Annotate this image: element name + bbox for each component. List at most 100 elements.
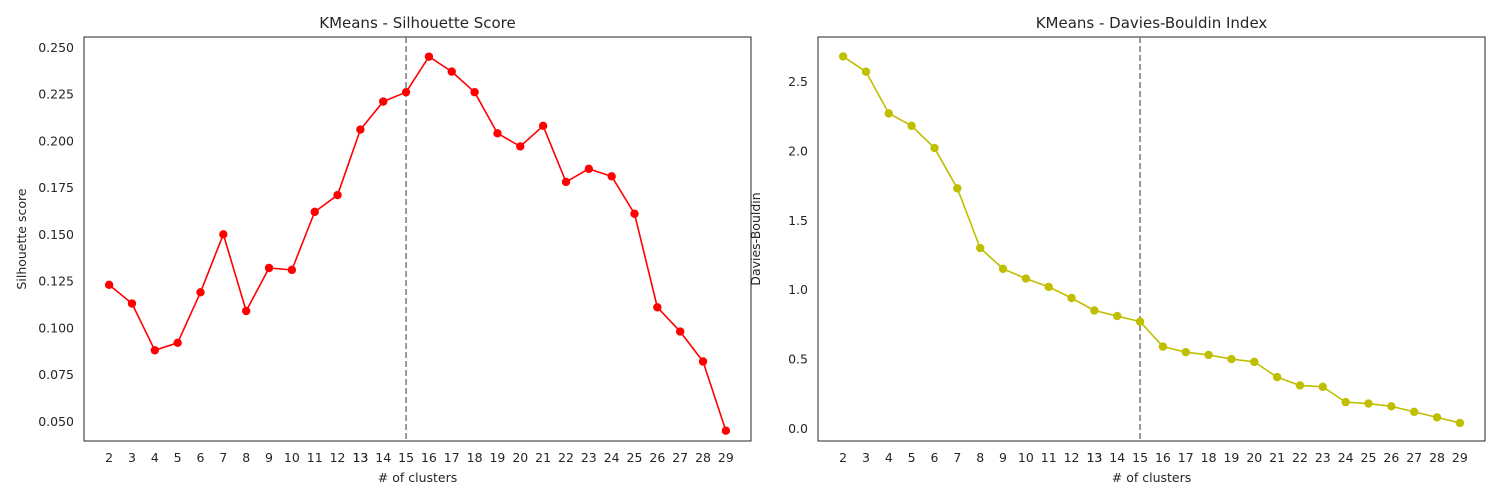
data-point (861, 67, 871, 76)
x-tick-label: 8 (976, 450, 984, 465)
x-tick-label: 17 (444, 450, 460, 465)
x-tick-label: 11 (307, 450, 323, 465)
data-point (356, 125, 365, 134)
data-point (1341, 397, 1350, 407)
data-point (1364, 399, 1373, 408)
y-tick-label: 0.150 (38, 227, 74, 242)
x-tick-label: 13 (352, 450, 368, 465)
data-point (104, 280, 114, 290)
data-point (1135, 317, 1145, 326)
data-point (470, 87, 479, 97)
y-tick-label: 0.100 (38, 320, 74, 335)
x-tick-label: 21 (1269, 450, 1285, 465)
y-tick-label: 0.5 (788, 352, 808, 367)
data-point (698, 357, 708, 366)
y-tick-label: 0.200 (38, 133, 74, 148)
x-tick-label: 22 (1292, 450, 1308, 465)
data-point (1090, 306, 1099, 315)
x-tick-label: 5 (908, 450, 916, 465)
y-tick-label: 1.0 (788, 282, 808, 297)
x-tick-label: 28 (695, 450, 711, 465)
x-tick-label: 24 (1338, 450, 1354, 465)
data-point (264, 263, 274, 273)
x-tick-label: 19 (489, 450, 505, 465)
data-point (424, 52, 434, 61)
plot-frame (817, 36, 1486, 442)
x-tick-label: 16 (1155, 450, 1171, 465)
x-tick-label: 29 (718, 450, 734, 465)
data-point (1409, 407, 1419, 417)
x-tick-label: 11 (1041, 450, 1057, 465)
data-point (538, 121, 548, 131)
data-point (607, 172, 616, 181)
series-line (108, 55, 727, 431)
data-point (379, 97, 388, 106)
x-tick-label: 12 (1064, 450, 1080, 465)
data-point (1067, 293, 1076, 303)
x-tick-label: 16 (421, 450, 437, 465)
x-tick-label: 3 (128, 450, 136, 465)
y-tick-label: 0.175 (38, 180, 74, 195)
x-tick-label: 10 (284, 450, 300, 465)
y-tick-label: 0.0 (788, 421, 808, 436)
y-axis-label: Davies-Bouldin (748, 192, 763, 285)
x-tick-label: 24 (604, 450, 620, 465)
data-point (196, 288, 205, 297)
y-axis-label: Silhouette score (14, 188, 29, 289)
data-point (516, 142, 525, 151)
data-point (1318, 382, 1328, 392)
x-tick-label: 12 (330, 450, 346, 465)
series-line (842, 55, 1461, 424)
x-tick-label: 9 (265, 450, 273, 465)
data-point (838, 52, 848, 61)
y-tick-label: 0.225 (38, 87, 74, 102)
data-point (241, 306, 251, 316)
x-tick-label: 26 (1383, 450, 1399, 465)
data-point (1455, 418, 1465, 428)
chart-title: KMeans - Silhouette Score (319, 14, 516, 32)
data-point (930, 143, 939, 153)
x-tick-label: 13 (1086, 450, 1102, 465)
x-tick-label: 19 (1223, 450, 1239, 465)
data-point (884, 109, 894, 118)
x-tick-label: 21 (535, 450, 551, 465)
data-point (630, 209, 639, 218)
x-tick-label: 5 (174, 450, 182, 465)
x-tick-label: 20 (512, 450, 528, 465)
data-point (998, 264, 1008, 274)
data-point (907, 121, 916, 131)
x-tick-label: 4 (885, 450, 893, 465)
data-point (1113, 311, 1122, 321)
data-point (1181, 347, 1190, 357)
x-tick-label: 4 (151, 450, 159, 465)
data-point (1250, 357, 1259, 367)
data-point (219, 230, 228, 239)
y-tick-label: 0.050 (38, 414, 74, 429)
x-tick-label: 17 (1178, 450, 1194, 465)
data-point (1227, 354, 1236, 364)
data-point (561, 177, 571, 187)
data-point (1272, 372, 1282, 382)
y-tick-label: 1.5 (788, 213, 808, 228)
x-tick-label: 8 (242, 450, 250, 465)
data-point (287, 265, 297, 275)
x-tick-label: 25 (627, 450, 643, 465)
x-tick-label: 7 (953, 450, 961, 465)
x-tick-label: 25 (1361, 450, 1377, 465)
x-tick-label: 13 (1086, 450, 1102, 465)
x-tick-label: 2 (839, 450, 847, 465)
data-point (1204, 350, 1213, 360)
x-tick-label: 23 (581, 450, 597, 465)
data-point (975, 243, 985, 253)
x-tick-label: 9 (999, 450, 1007, 465)
x-tick-label: 27 (1406, 450, 1422, 465)
x-tick-label: 22 (558, 450, 574, 465)
x-tick-label: 7 (219, 450, 227, 465)
x-tick-label: 27 (672, 450, 688, 465)
data-point (1432, 413, 1442, 422)
y-tick-label: 2.5 (788, 74, 808, 89)
data-point (173, 338, 182, 348)
y-tick-label: 0.250 (38, 40, 74, 55)
x-tick-label: 23 (1315, 450, 1331, 465)
